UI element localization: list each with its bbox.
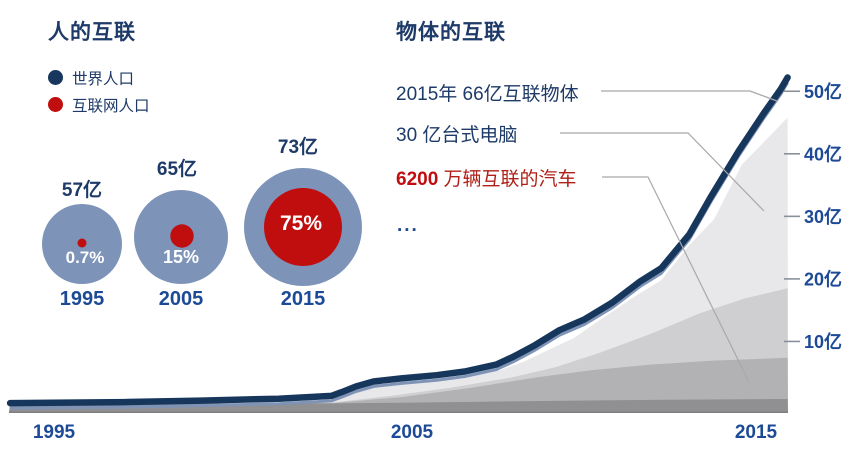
bubble-year-label: 2005	[159, 288, 204, 310]
legend-label: 世界人口	[72, 70, 135, 88]
x-axis-line	[9, 411, 788, 413]
x-tick-label: 2015	[735, 422, 778, 443]
bubble-year-label: 2015	[281, 288, 326, 310]
internet-population-dot-icon	[48, 97, 63, 112]
population-label: 73亿	[278, 135, 318, 158]
bubble-chart: 57亿 0.7% 1995 65亿 15% 2005 73亿 75% 2015	[42, 135, 362, 310]
left-section-title: 人的互联	[48, 20, 136, 44]
legend-item-world-population: 世界人口	[48, 64, 150, 91]
annotation-desktop-computers: 30 亿台式电脑	[396, 125, 518, 146]
internet-share-label: 15%	[163, 247, 199, 267]
world-population-dot-icon	[48, 70, 63, 85]
internet-share-label: 0.7%	[66, 248, 105, 267]
connected-cars-value: 6200	[396, 169, 439, 190]
legend-label: 互联网人口	[72, 97, 150, 115]
y-tick-label: 30亿	[804, 206, 842, 227]
internet-share-label: 75%	[280, 212, 322, 235]
population-label: 65亿	[157, 157, 197, 180]
y-tick-label: 20亿	[804, 268, 842, 289]
connected-cars-text: 万辆互联的汽车	[438, 169, 577, 190]
y-tick-label: 10亿	[804, 331, 842, 352]
area-layer	[9, 399, 788, 413]
area-layer	[9, 117, 788, 413]
callout-line-cars	[602, 176, 750, 383]
callout-line-desktops	[560, 132, 765, 212]
y-tick-label: 40亿	[804, 143, 842, 164]
internet-population-circle	[77, 238, 87, 248]
total-line	[6, 74, 791, 407]
callout-line-objects-2015	[601, 90, 778, 102]
x-tick-label: 1995	[33, 422, 76, 443]
right-section-title: 物体的互联	[396, 20, 506, 44]
y-tick-label: 50亿	[804, 81, 842, 102]
population-legend: 世界人口 互联网人口	[48, 64, 150, 118]
population-label: 57亿	[62, 178, 102, 201]
annotation-connected-cars: 6200 万辆互联的汽车	[396, 164, 577, 191]
annotation-ellipsis: ...	[397, 215, 419, 236]
annotation-connected-objects-2015: 2015年 66亿互联物体	[396, 84, 579, 105]
internet-population-circle	[170, 224, 194, 248]
bubble-year-label: 1995	[60, 288, 105, 310]
x-tick-label: 2005	[391, 422, 434, 443]
area-chart: 10亿 20亿 30亿 40亿 50亿 1995 2005 2015	[6, 74, 842, 443]
area-layer	[9, 357, 788, 413]
internet-population-circle	[264, 188, 342, 266]
legend-item-internet-population: 互联网人口	[48, 91, 150, 118]
